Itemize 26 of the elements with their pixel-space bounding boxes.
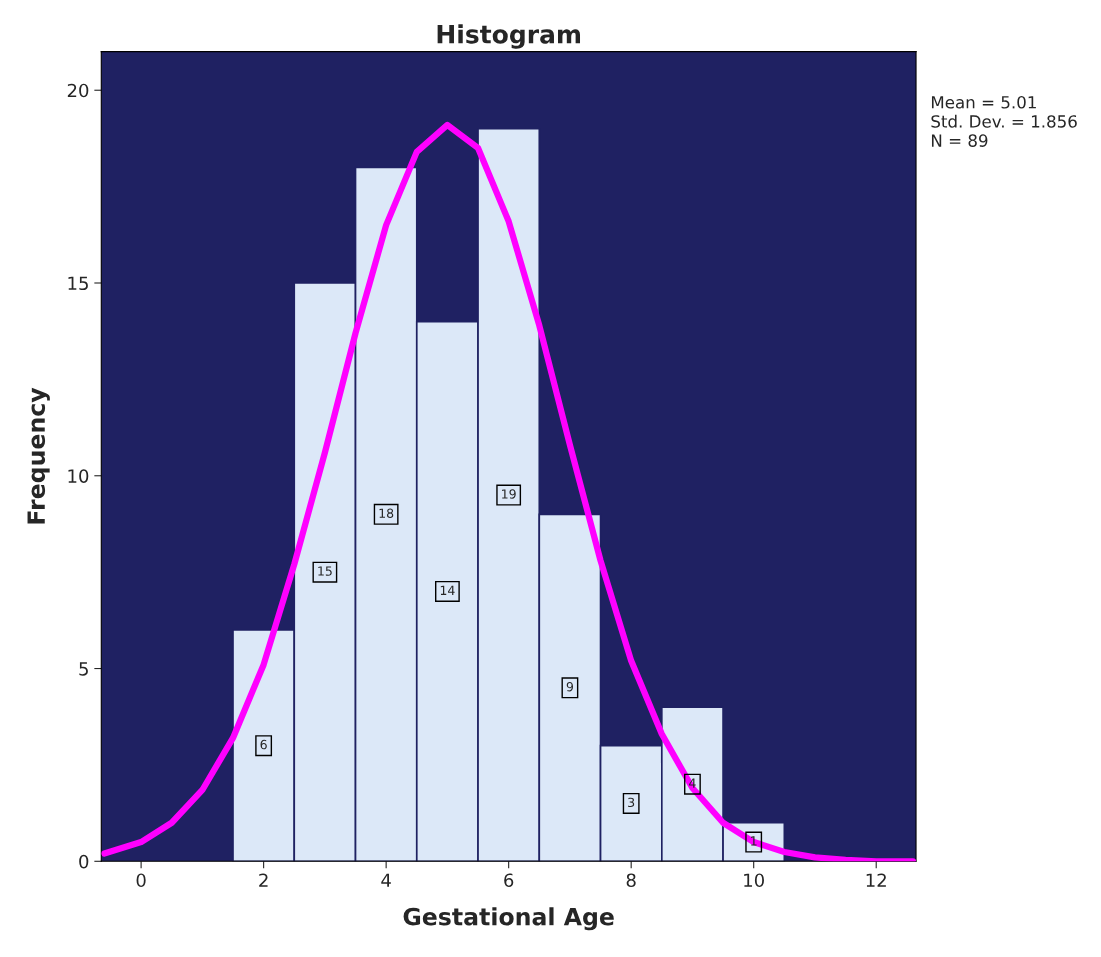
x-tick-label: 0 [136,873,146,888]
y-axis-title: Frequency [27,387,50,524]
x-tick-label: 6 [504,873,514,888]
data-label: 3 [628,797,635,808]
text: N = 89 [931,134,988,147]
data-label: 14 [440,585,455,595]
data-label: 19 [502,489,516,499]
x-tick-label: 8 [626,873,636,888]
x-axis-title: Gestational Age [403,907,614,931]
y-tick-label: 15 [68,276,88,291]
data-label: 15 [318,566,332,576]
data-label: 6 [260,739,267,750]
x-tick-label: 10 [744,873,764,888]
y-tick-label: 5 [79,662,88,676]
y-tick-label: 10 [68,469,89,483]
x-tick-label: 12 [866,873,886,887]
y-tick-label: 0 [79,854,89,869]
x-tick-label: 2 [259,873,268,887]
data-label: 18 [379,508,394,518]
x-tick-label: 4 [381,873,391,887]
chart-title: Histogram [437,24,581,49]
text: Mean = 5.01 [931,95,1036,109]
data-label: 9 [566,681,574,692]
data-label: 1 [751,836,757,846]
y-tick-label: 20 [67,83,89,98]
text: Std. Dev. = 1.856 [931,114,1077,128]
